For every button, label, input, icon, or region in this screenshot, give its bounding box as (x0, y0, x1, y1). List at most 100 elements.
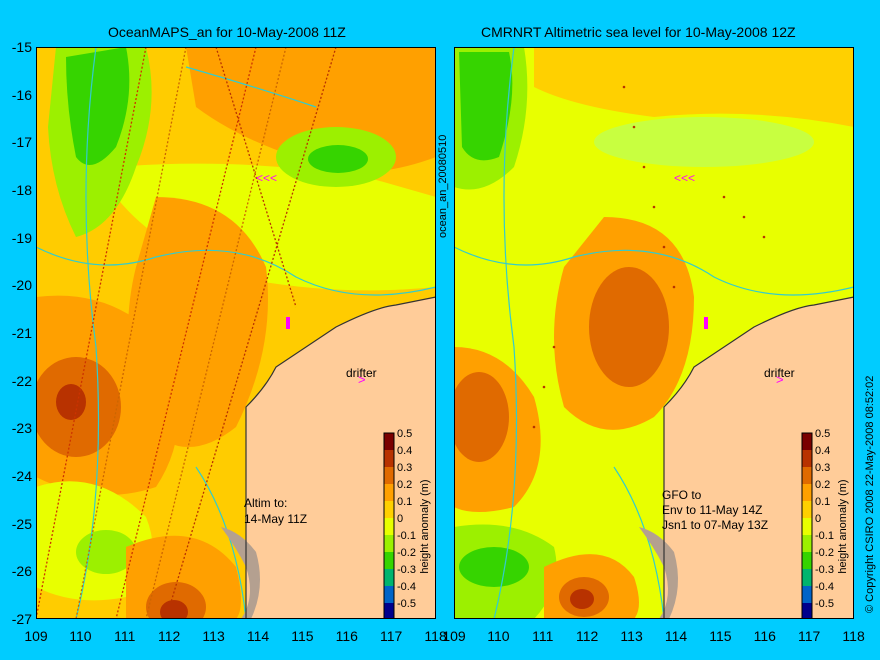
colorbar-tick-label: 0.4 (397, 445, 412, 457)
colorbar-tick-label: -0.3 (815, 564, 834, 576)
colorbar-tick-label: -0.2 (397, 547, 416, 559)
x-tick-label: 116 (335, 628, 358, 644)
colorbar-tick-label: 0.1 (815, 496, 830, 508)
altimeter-tracks (36, 47, 337, 619)
x-tick-label: 109 (24, 628, 48, 644)
colorbar-tick-label: -0.5 (397, 598, 416, 610)
colorbar-swatch (384, 467, 394, 484)
x-tick-label: 112 (576, 628, 599, 644)
colorbar-swatch (802, 501, 812, 518)
colorbar-label: height anomaly (m) (419, 479, 431, 573)
coastal-shelf (639, 527, 678, 619)
copyright-label: © Copyright CSIRO 2008 22-May-2008 08:52… (864, 375, 876, 613)
y-tick-label: -19 (11, 229, 32, 246)
colorbar-tick-label: 0.2 (397, 479, 412, 491)
anomaly-red-west (56, 384, 86, 420)
left-map-title: OceanMAPS_an for 10-May-2008 11Z (108, 24, 346, 40)
drifter-marker: > (776, 372, 784, 387)
colorbar-tick-label: -0.1 (397, 530, 416, 542)
x-tick-label: 117 (798, 628, 821, 644)
drifter-marker (286, 317, 290, 329)
y-tick-label: -20 (11, 277, 32, 294)
anomaly-darkorange-west (454, 372, 509, 462)
drifter-marker: <<< (256, 171, 277, 185)
y-tick-label: -17 (11, 134, 32, 151)
anomaly-orange-north (534, 47, 854, 127)
y-tick-label: -18 (11, 181, 32, 198)
coastal-shelf (221, 527, 260, 619)
anomaly-darkred-south (570, 589, 594, 609)
colorbar-frame (383, 432, 395, 619)
y-tick-label: -25 (11, 515, 32, 532)
x-tick-label: 117 (380, 628, 403, 644)
colorbar-tick-label: -0.4 (815, 581, 834, 593)
colorbar-swatch (384, 569, 394, 586)
colorbar-tick-label: -0.5 (815, 598, 834, 610)
x-tick-label: 115 (291, 628, 314, 644)
x-tick-label: 113 (202, 628, 225, 644)
colorbar-swatch (802, 450, 812, 467)
altimetry-note-line: Env to 11-May 14Z (662, 503, 763, 517)
colorbar-tick-label: 0.2 (815, 479, 830, 491)
altimetry-note-line: Altim to: (244, 496, 287, 510)
colorbar-swatch (384, 484, 394, 501)
colorbar-swatch (384, 603, 394, 619)
y-tick-label: -22 (11, 372, 32, 389)
colorbar-tick-label: 0 (397, 513, 403, 525)
y-tick-label: -23 (11, 420, 32, 437)
x-tick-label: 111 (532, 628, 554, 644)
colorbar-tick-label: 0.3 (815, 462, 830, 474)
anomaly-green-east-core (308, 145, 368, 173)
x-tick-label: 114 (664, 628, 688, 644)
contour-line (75, 47, 100, 619)
drifter-marker: <<< (674, 171, 695, 185)
colorbar-swatch (384, 501, 394, 518)
anomaly-green-sw-core (459, 547, 529, 587)
altimeter-points (532, 85, 766, 429)
right-map-title: CMRNRT Altimetric sea level for 10-May-2… (481, 24, 796, 40)
x-tick-label: 111 (114, 628, 136, 644)
coastline (663, 296, 854, 619)
anomaly-green-nw-core (459, 52, 513, 161)
y-tick-label: -15 (11, 39, 32, 55)
contour-line (493, 47, 518, 619)
coastline (245, 296, 436, 619)
colorbar-label: height anomaly (m) (837, 479, 849, 573)
colorbar-tick-label: 0 (815, 513, 821, 525)
colorbar-tick-label: 0.4 (815, 445, 830, 457)
drifter-marker: > (358, 372, 366, 387)
y-tick-label: -16 (11, 86, 32, 103)
left-map: <<< > drifter Altim to: 14-May 11Z 0.50.… (36, 47, 436, 619)
x-tick-label: 115 (709, 628, 732, 644)
x-tick-label: 118 (842, 628, 865, 644)
drifter-label: drifter (764, 366, 795, 380)
colorbar-tick-label: -0.3 (397, 564, 416, 576)
x-tick-label: 114 (246, 628, 270, 644)
colorbar-swatch (384, 518, 394, 535)
colorbar: 0.5 0.4 0.3 0.2 0.1 0 -0.1 -0.2 -0.3 -0.4 -0.5 heig… (383, 428, 431, 619)
right-map: <<< > drifter GFO to Env to 11-May 14Z J… (454, 47, 854, 619)
colorbar-swatch (802, 603, 812, 619)
colorbar-swatch (802, 535, 812, 552)
anomaly-darkred-south (160, 600, 188, 619)
colorbar-swatch (802, 484, 812, 501)
x-tick-label: 113 (620, 628, 643, 644)
colorbar-tick-label: 0.5 (397, 428, 412, 440)
colorbar-swatch (802, 433, 812, 450)
drifter-marker (704, 317, 708, 329)
colorbar-swatch (384, 450, 394, 467)
x-tick-label: 109 (442, 628, 466, 644)
drifter-label: drifter (346, 366, 377, 380)
anomaly-darkorange-center (589, 267, 669, 387)
y-tick-label: -21 (11, 324, 32, 341)
altimetry-note-line: GFO to (662, 488, 702, 502)
y-tick-label: -27 (11, 610, 32, 627)
colorbar-tick-label: 0.5 (815, 428, 830, 440)
file-name-label: ocean_an_20080510 (437, 134, 449, 238)
colorbar-tick-label: -0.4 (397, 581, 416, 593)
x-tick-label: 112 (158, 628, 181, 644)
y-tick-label: -24 (11, 467, 32, 484)
contour-line (185, 66, 317, 108)
colorbar: 0.5 0.4 0.3 0.2 0.1 0 -0.1 -0.2 -0.3 -0.4 -0.5 heig… (801, 428, 849, 619)
colorbar-swatch (384, 586, 394, 603)
